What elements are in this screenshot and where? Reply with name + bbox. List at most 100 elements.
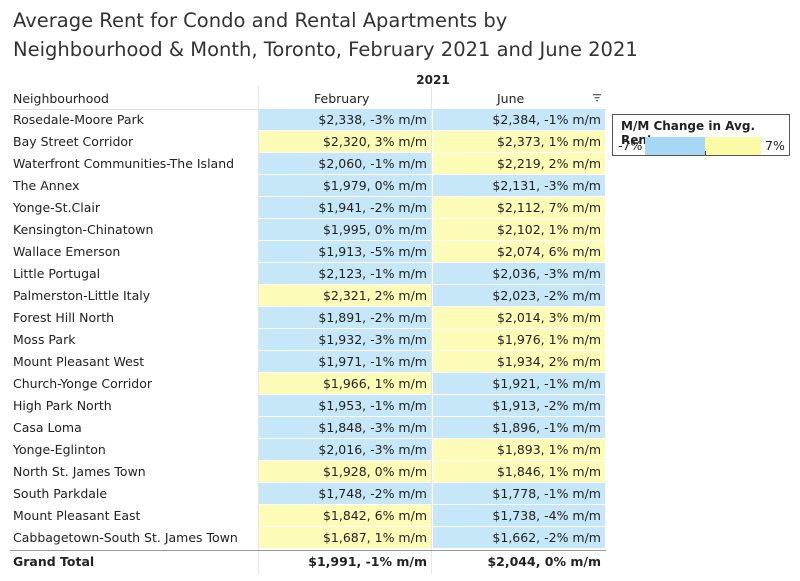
february-cell[interactable]: $2,321, 2% m/m (259, 285, 431, 306)
legend-positive-swatch (705, 137, 761, 155)
year-header: 2021 (416, 73, 450, 87)
june-cell[interactable]: $1,738, -4% m/m (433, 505, 605, 526)
table-row[interactable]: Moss Park $1,932, -3% m/m $1,976, 1% m/m (10, 329, 606, 351)
february-cell[interactable]: $2,016, -3% m/m (259, 439, 431, 460)
neighbourhood-name: Wallace Emerson (13, 244, 121, 259)
table-row[interactable]: Bay Street Corridor $2,320, 3% m/m $2,373,… (10, 131, 606, 153)
neighbourhood-name: Mount Pleasant West (13, 354, 145, 369)
june-cell[interactable]: $1,934, 2% m/m (433, 351, 605, 372)
neighbourhood-name: High Park North (13, 398, 112, 413)
legend-min-label: -7% (618, 138, 643, 153)
june-cell[interactable]: $2,373, 1% m/m (433, 131, 605, 152)
grand-total-label: Grand Total (13, 554, 95, 569)
table-row[interactable]: Cabbagetown-South St. James Town $1,687, … (10, 527, 606, 549)
june-cell[interactable]: $2,074, 6% m/m (433, 241, 605, 262)
june-cell[interactable]: $2,102, 1% m/m (433, 219, 605, 240)
june-header[interactable]: June (497, 91, 525, 106)
february-cell[interactable]: $1,842, 6% m/m (259, 505, 431, 526)
neighbourhood-name: Rosedale-Moore Park (13, 112, 144, 127)
neighbourhood-name: Waterfront Communities-The Island (13, 156, 235, 171)
table-row[interactable]: Palmerston-Little Italy $2,321, 2% m/m $2,… (10, 285, 606, 307)
june-cell[interactable]: $1,846, 1% m/m (433, 461, 605, 482)
june-cell[interactable]: $2,219, 2% m/m (433, 153, 605, 174)
table-row[interactable]: Wallace Emerson $1,913, -5% m/m $2,074, 6%… (10, 241, 606, 263)
sort-icon[interactable] (592, 92, 602, 104)
table-row[interactable]: Kensington-Chinatown $1,995, 0% m/m $2,102… (10, 219, 606, 241)
february-cell[interactable]: $2,338, -3% m/m (259, 109, 431, 130)
june-cell[interactable]: $2,384, -1% m/m (433, 109, 605, 130)
june-cell[interactable]: $2,036, -3% m/m (433, 263, 605, 284)
june-cell[interactable]: $1,976, 1% m/m (433, 329, 605, 350)
table-row[interactable]: Yonge-St.Clair $1,941, -2% m/m $2,112, 7% … (10, 197, 606, 219)
february-header[interactable]: February (314, 91, 370, 106)
color-legend: M/M Change in Avg. Rent -7% 7% (612, 114, 790, 156)
neighbourhood-name: Palmerston-Little Italy (13, 288, 151, 303)
june-cell[interactable]: $1,662, -2% m/m (433, 527, 605, 548)
table-row[interactable]: Mount Pleasant West $1,971, -1% m/m $1,934… (10, 351, 606, 373)
february-cell[interactable]: $1,687, 1% m/m (259, 527, 431, 548)
column-divider (431, 86, 432, 574)
neighbourhood-name: South Parkdale (13, 486, 108, 501)
table-row[interactable]: Waterfront Communities-The Island $2,060,… (10, 153, 606, 175)
table-row[interactable]: Mount Pleasant East $1,842, 6% m/m $1,738,… (10, 505, 606, 527)
neighbourhood-name: Little Portugal (13, 266, 101, 281)
february-cell[interactable]: $1,748, -2% m/m (259, 483, 431, 504)
february-cell[interactable]: $1,979, 0% m/m (259, 175, 431, 196)
table-row[interactable]: Forest Hill North $1,891, -2% m/m $2,014, … (10, 307, 606, 329)
june-cell[interactable]: $1,893, 1% m/m (433, 439, 605, 460)
chart-title-line2: Neighbourhood & Month, Toronto, February… (13, 38, 638, 61)
june-cell[interactable]: $2,023, -2% m/m (433, 285, 605, 306)
february-cell[interactable]: $1,932, -3% m/m (259, 329, 431, 350)
february-cell[interactable]: $1,891, -2% m/m (259, 307, 431, 328)
february-cell[interactable]: $1,995, 0% m/m (259, 219, 431, 240)
february-cell[interactable]: $1,953, -1% m/m (259, 395, 431, 416)
june-cell[interactable]: $1,921, -1% m/m (433, 373, 605, 394)
neighbourhood-name: Casa Loma (13, 420, 82, 435)
grand-total-june: $2,044, 0% m/m (487, 554, 601, 569)
table-row[interactable]: Casa Loma $1,848, -3% m/m $1,896, -1% m/m (10, 417, 606, 439)
table-row[interactable]: North St. James Town $1,928, 0% m/m $1,846… (10, 461, 606, 483)
neighbourhood-name: Church-Yonge Corridor (13, 376, 153, 391)
june-cell[interactable]: $2,112, 7% m/m (433, 197, 605, 218)
column-header-row: Neighbourhood February June (10, 90, 606, 110)
table-row[interactable]: Church-Yonge Corridor $1,966, 1% m/m $1,92… (10, 373, 606, 395)
neighbourhood-name: Yonge-St.Clair (13, 200, 100, 215)
february-cell[interactable]: $1,913, -5% m/m (259, 241, 431, 262)
neighbourhood-name: The Annex (13, 178, 80, 193)
february-cell[interactable]: $2,123, -1% m/m (259, 263, 431, 284)
february-cell[interactable]: $2,060, -1% m/m (259, 153, 431, 174)
chart-title: Average Rent for Condo and Rental Apartm… (13, 6, 653, 64)
neighbourhood-name: Yonge-Eglinton (13, 442, 106, 457)
table-row[interactable]: Little Portugal $2,123, -1% m/m $2,036, -3… (10, 263, 606, 285)
legend-title: M/M Change in Avg. Rent (621, 119, 756, 147)
table-row[interactable]: Yonge-Eglinton $2,016, -3% m/m $1,893, 1% … (10, 439, 606, 461)
february-cell[interactable]: $1,971, -1% m/m (259, 351, 431, 372)
february-cell[interactable]: $1,966, 1% m/m (259, 373, 431, 394)
neighbourhood-name: Forest Hill North (13, 310, 115, 325)
legend-max-label: 7% (765, 138, 785, 153)
june-cell[interactable]: $2,014, 3% m/m (433, 307, 605, 328)
february-cell[interactable]: $1,941, -2% m/m (259, 197, 431, 218)
february-cell[interactable]: $2,320, 3% m/m (259, 131, 431, 152)
neighbourhood-name: Kensington-Chinatown (13, 222, 154, 237)
neighbourhood-header[interactable]: Neighbourhood (13, 91, 109, 106)
june-cell[interactable]: $1,778, -1% m/m (433, 483, 605, 504)
table-row[interactable]: The Annex $1,979, 0% m/m $2,131, -3% m/m (10, 175, 606, 197)
june-cell[interactable]: $1,896, -1% m/m (433, 417, 605, 438)
grand-total-february: $1,991, -1% m/m (308, 554, 427, 569)
neighbourhood-name: Cabbagetown-South St. James Town (13, 530, 238, 545)
table-row[interactable]: South Parkdale $1,748, -2% m/m $1,778, -1%… (10, 483, 606, 505)
february-cell[interactable]: $1,928, 0% m/m (259, 461, 431, 482)
table-row[interactable]: High Park North $1,953, -1% m/m $1,913, -2… (10, 395, 606, 417)
june-cell[interactable]: $2,131, -3% m/m (433, 175, 605, 196)
table-row[interactable]: Rosedale-Moore Park $2,338, -3% m/m $2,384… (10, 109, 606, 131)
legend-zero-tick (705, 151, 706, 155)
column-divider (258, 86, 259, 574)
june-cell[interactable]: $1,913, -2% m/m (433, 395, 605, 416)
february-cell[interactable]: $1,848, -3% m/m (259, 417, 431, 438)
neighbourhood-name: Mount Pleasant East (13, 508, 141, 523)
legend-negative-swatch (645, 137, 705, 155)
chart-title-line1: Average Rent for Condo and Rental Apartm… (13, 9, 508, 32)
grand-total-row: Grand Total $1,991, -1% m/m $2,044, 0% m… (10, 550, 606, 573)
neighbourhood-name: Moss Park (13, 332, 76, 347)
